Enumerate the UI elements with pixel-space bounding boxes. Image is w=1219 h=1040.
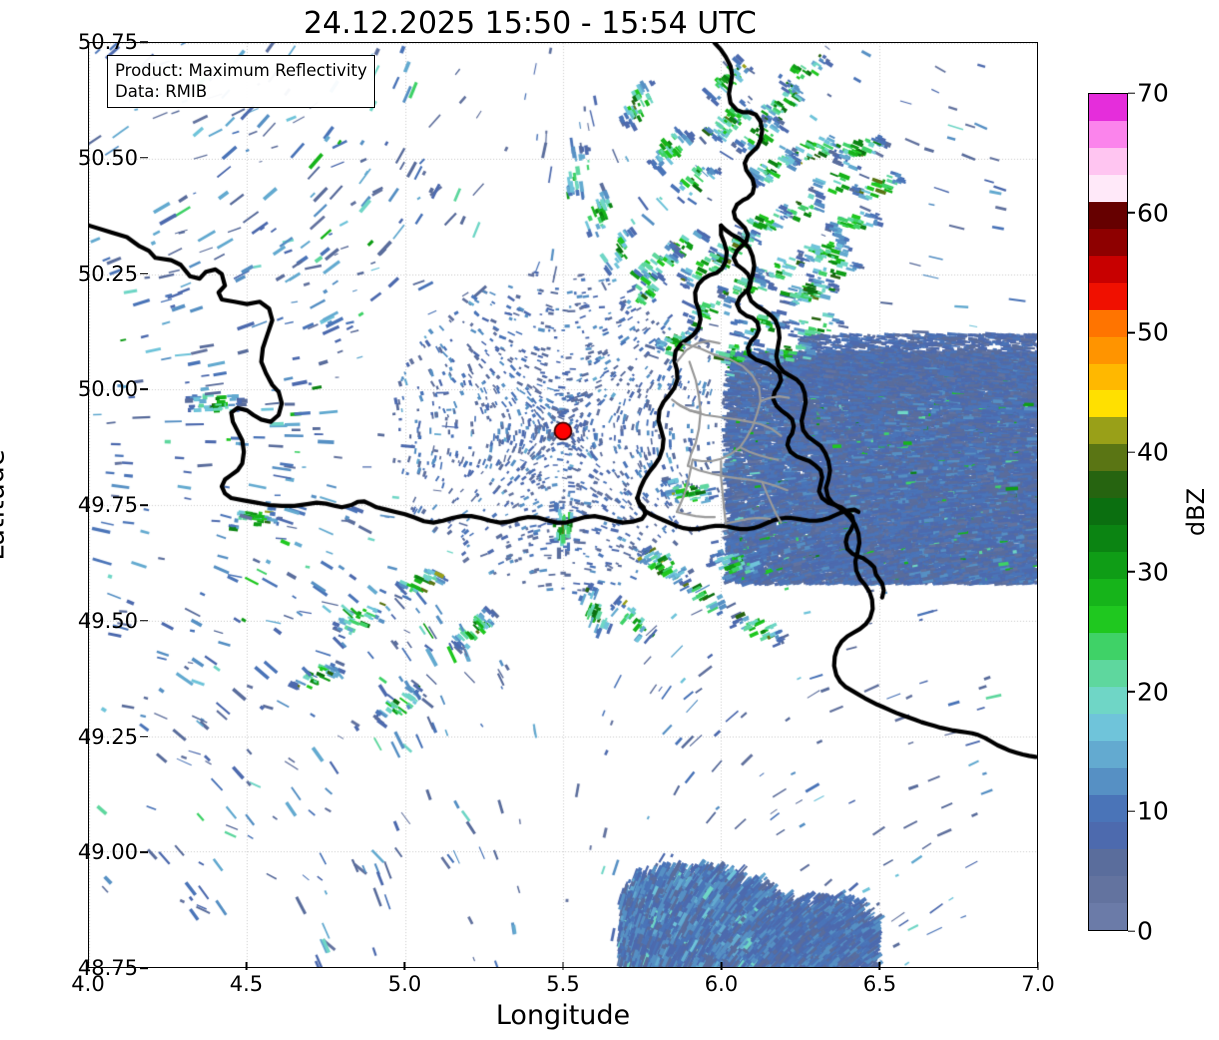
y-tick-mark [140, 735, 148, 738]
colorbar-band [1089, 579, 1127, 607]
info-data-line: Data: RMIB [115, 82, 208, 102]
colorbar-tick-label: 10 [1128, 797, 1169, 826]
colorbar-tick-mark [1128, 930, 1135, 932]
colorbar-band [1089, 444, 1127, 472]
y-tick-label: 50.00 [78, 377, 148, 401]
y-tick-label: 49.50 [78, 609, 148, 633]
page-title: 24.12.2025 15:50 - 15:54 UTC [303, 6, 757, 41]
y-tick-mark [140, 851, 148, 854]
y-tick-label: 50.25 [78, 262, 148, 286]
y-tick-label: 49.75 [78, 493, 148, 517]
colorbar-tick-label: 30 [1128, 557, 1169, 586]
x-tick-mark [562, 962, 564, 970]
y-tick-label: 49.00 [78, 840, 148, 864]
colorbar-band [1089, 525, 1127, 553]
x-tick-label: 6.0 [705, 962, 738, 996]
colorbar-band [1089, 767, 1127, 795]
colorbar-tick-label: 50 [1128, 318, 1169, 347]
x-tick-label: 7.0 [1021, 962, 1055, 996]
colorbar-label: dBZ [1182, 487, 1210, 537]
x-tick-mark [720, 962, 723, 970]
colorbar-band [1089, 848, 1127, 876]
colorbar-band [1089, 713, 1127, 741]
x-tick-mark [878, 962, 881, 970]
colorbar-band [1089, 228, 1127, 256]
colorbar-band [1089, 633, 1127, 661]
colorbar-band [1089, 201, 1127, 229]
colorbar-band [1089, 255, 1127, 283]
colorbar-band [1089, 794, 1127, 822]
colorbar-band [1089, 660, 1127, 687]
colorbar-band [1089, 174, 1127, 202]
colorbar-band [1089, 686, 1127, 714]
colorbar-band [1089, 740, 1127, 768]
colorbar-tick-label: 40 [1128, 438, 1169, 467]
colorbar-tick-mark [1128, 571, 1135, 573]
colorbar-band [1089, 552, 1127, 580]
colorbar-band [1089, 902, 1127, 930]
x-tick-label: 4.5 [230, 962, 263, 996]
y-tick-mark [140, 504, 148, 506]
colorbar-band [1089, 606, 1127, 634]
y-tick-label: 50.75 [78, 30, 148, 54]
colorbar-band [1089, 498, 1127, 526]
y-tick-mark [140, 967, 148, 969]
x-tick-mark [403, 962, 406, 970]
colorbar-band [1089, 147, 1127, 175]
colorbar-tick-mark [1128, 92, 1135, 94]
colorbar-band [1089, 363, 1127, 391]
colorbar-tick-mark [1128, 810, 1135, 813]
radar-map-plot[interactable]: Product: Maximum Reflectivity Data: RMIB [88, 42, 1038, 968]
colorbar-tick-label: 0 [1128, 917, 1153, 946]
colorbar-tick-mark [1128, 451, 1135, 453]
colorbar-band [1089, 120, 1127, 148]
y-tick-mark [140, 272, 148, 275]
colorbar-band [1089, 94, 1127, 121]
colorbar-tick-label: 70 [1128, 79, 1169, 108]
x-tick-mark [1037, 962, 1039, 970]
y-tick-label: 49.25 [78, 725, 148, 749]
x-tick-label: 4.0 [71, 962, 105, 996]
colorbar-band [1089, 821, 1127, 849]
colorbar-band [1089, 282, 1127, 310]
colorbar-tick-label: 60 [1128, 198, 1169, 227]
colorbar[interactable] [1088, 93, 1128, 931]
colorbar-band [1089, 390, 1127, 418]
colorbar-band [1089, 471, 1127, 499]
y-tick-mark [140, 619, 148, 622]
colorbar-band [1089, 309, 1127, 337]
x-tick-mark [87, 962, 89, 970]
y-tick-mark [140, 41, 148, 43]
y-tick-mark [140, 388, 148, 391]
x-tick-label: 6.5 [863, 962, 896, 996]
info-product-line: Product: Maximum Reflectivity [115, 61, 368, 80]
info-box: Product: Maximum Reflectivity Data: RMIB [107, 55, 376, 109]
colorbar-tick-mark [1128, 331, 1135, 334]
x-tick-label: 5.5 [546, 962, 580, 996]
radar-reflectivity-canvas [89, 43, 1037, 967]
colorbar-band [1089, 417, 1127, 445]
y-tick-mark [140, 156, 148, 159]
y-tick-label: 50.50 [78, 146, 148, 170]
colorbar-tick-label: 20 [1128, 677, 1169, 706]
colorbar-tick-mark [1128, 211, 1135, 214]
x-tick-label: 5.0 [388, 962, 421, 996]
colorbar-tick-mark [1128, 690, 1135, 693]
x-tick-mark [245, 962, 248, 970]
colorbar-band [1089, 875, 1127, 903]
x-axis-label: Longitude [495, 1000, 631, 1031]
y-axis-label: Latitude [0, 449, 11, 561]
colorbar-band [1089, 336, 1127, 364]
